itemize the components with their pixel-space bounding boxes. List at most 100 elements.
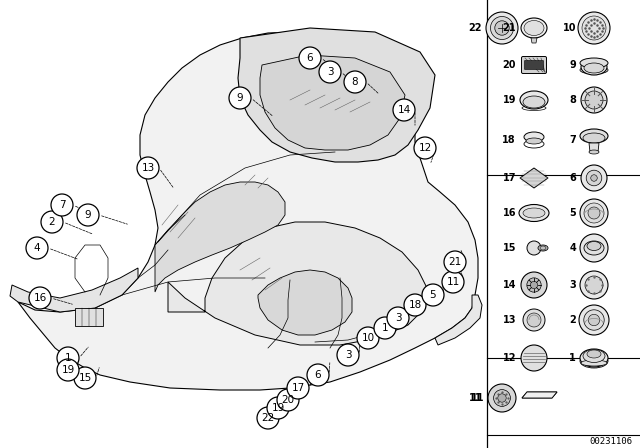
Text: 6: 6 [315,370,321,380]
Text: 4: 4 [569,243,576,253]
Text: 2: 2 [49,217,55,227]
Text: 15: 15 [502,243,516,253]
Text: 2: 2 [569,315,576,325]
Ellipse shape [519,204,549,221]
Text: 7: 7 [59,200,65,210]
Text: 1: 1 [381,323,388,333]
Text: 6: 6 [569,173,576,183]
Ellipse shape [538,245,548,251]
Circle shape [404,294,426,316]
Circle shape [444,251,466,273]
Text: 3: 3 [395,313,401,323]
Text: 5: 5 [569,208,576,218]
Ellipse shape [524,132,544,142]
Text: 14: 14 [502,280,516,290]
Circle shape [486,12,518,44]
Circle shape [527,313,541,327]
Polygon shape [238,28,435,162]
Text: 8: 8 [569,95,576,105]
Circle shape [319,61,341,83]
Circle shape [582,16,606,40]
Text: 7: 7 [569,135,576,145]
Circle shape [393,99,415,121]
Ellipse shape [580,66,608,74]
Circle shape [374,317,396,339]
Ellipse shape [526,138,542,144]
Text: 21: 21 [502,23,516,33]
Circle shape [229,87,251,109]
Polygon shape [155,182,285,292]
Circle shape [26,237,48,259]
Polygon shape [522,392,557,398]
Text: 22: 22 [468,23,482,33]
Circle shape [41,211,63,233]
Polygon shape [435,295,482,345]
Text: 12: 12 [502,353,516,363]
Text: 15: 15 [78,373,92,383]
Circle shape [337,344,359,366]
Circle shape [137,157,159,179]
Text: 5: 5 [429,290,436,300]
FancyBboxPatch shape [525,60,543,69]
Bar [75,308,103,326]
Text: 14: 14 [397,105,411,115]
Ellipse shape [580,354,608,368]
Circle shape [422,284,444,306]
Polygon shape [520,168,548,188]
Circle shape [584,203,604,223]
Ellipse shape [540,246,546,250]
Ellipse shape [589,150,599,154]
Circle shape [287,377,309,399]
Text: 10: 10 [362,333,374,343]
Circle shape [357,327,379,349]
Ellipse shape [523,208,545,218]
Text: 19: 19 [502,95,516,105]
Text: 6: 6 [307,53,314,63]
Text: 9: 9 [237,93,243,103]
Ellipse shape [584,241,604,255]
Circle shape [580,199,608,227]
Ellipse shape [580,129,608,143]
Text: 20: 20 [502,60,516,70]
Circle shape [584,310,604,330]
Circle shape [57,359,79,381]
Text: 3: 3 [569,280,576,290]
Circle shape [580,234,608,262]
Circle shape [585,91,603,109]
Ellipse shape [523,96,545,108]
Text: 21: 21 [449,257,461,267]
Circle shape [588,314,600,326]
Text: 4: 4 [34,243,40,253]
Text: 1: 1 [569,353,576,363]
Polygon shape [589,143,599,152]
Circle shape [579,305,609,335]
Ellipse shape [583,133,605,143]
Text: 1: 1 [65,353,71,363]
Circle shape [277,389,299,411]
Circle shape [387,307,409,329]
Text: 3: 3 [326,67,333,77]
Text: 13: 13 [502,315,516,325]
Text: 19: 19 [61,365,75,375]
Circle shape [488,384,516,412]
Circle shape [490,17,513,39]
Text: 11: 11 [446,277,460,287]
Circle shape [521,345,547,371]
Text: 22: 22 [261,413,275,423]
Ellipse shape [521,18,547,38]
Text: 13: 13 [141,163,155,173]
Text: 19: 19 [271,403,285,413]
Text: 00231106: 00231106 [589,438,632,447]
Text: 3: 3 [345,350,351,360]
Text: 8: 8 [352,77,358,87]
Text: 10: 10 [563,23,576,33]
Circle shape [77,204,99,226]
Circle shape [299,47,321,69]
Polygon shape [531,38,537,43]
Text: 18: 18 [408,300,422,310]
Ellipse shape [587,350,601,358]
Circle shape [442,271,464,293]
Text: 16: 16 [502,208,516,218]
Circle shape [581,165,607,191]
Text: 11: 11 [468,393,482,403]
